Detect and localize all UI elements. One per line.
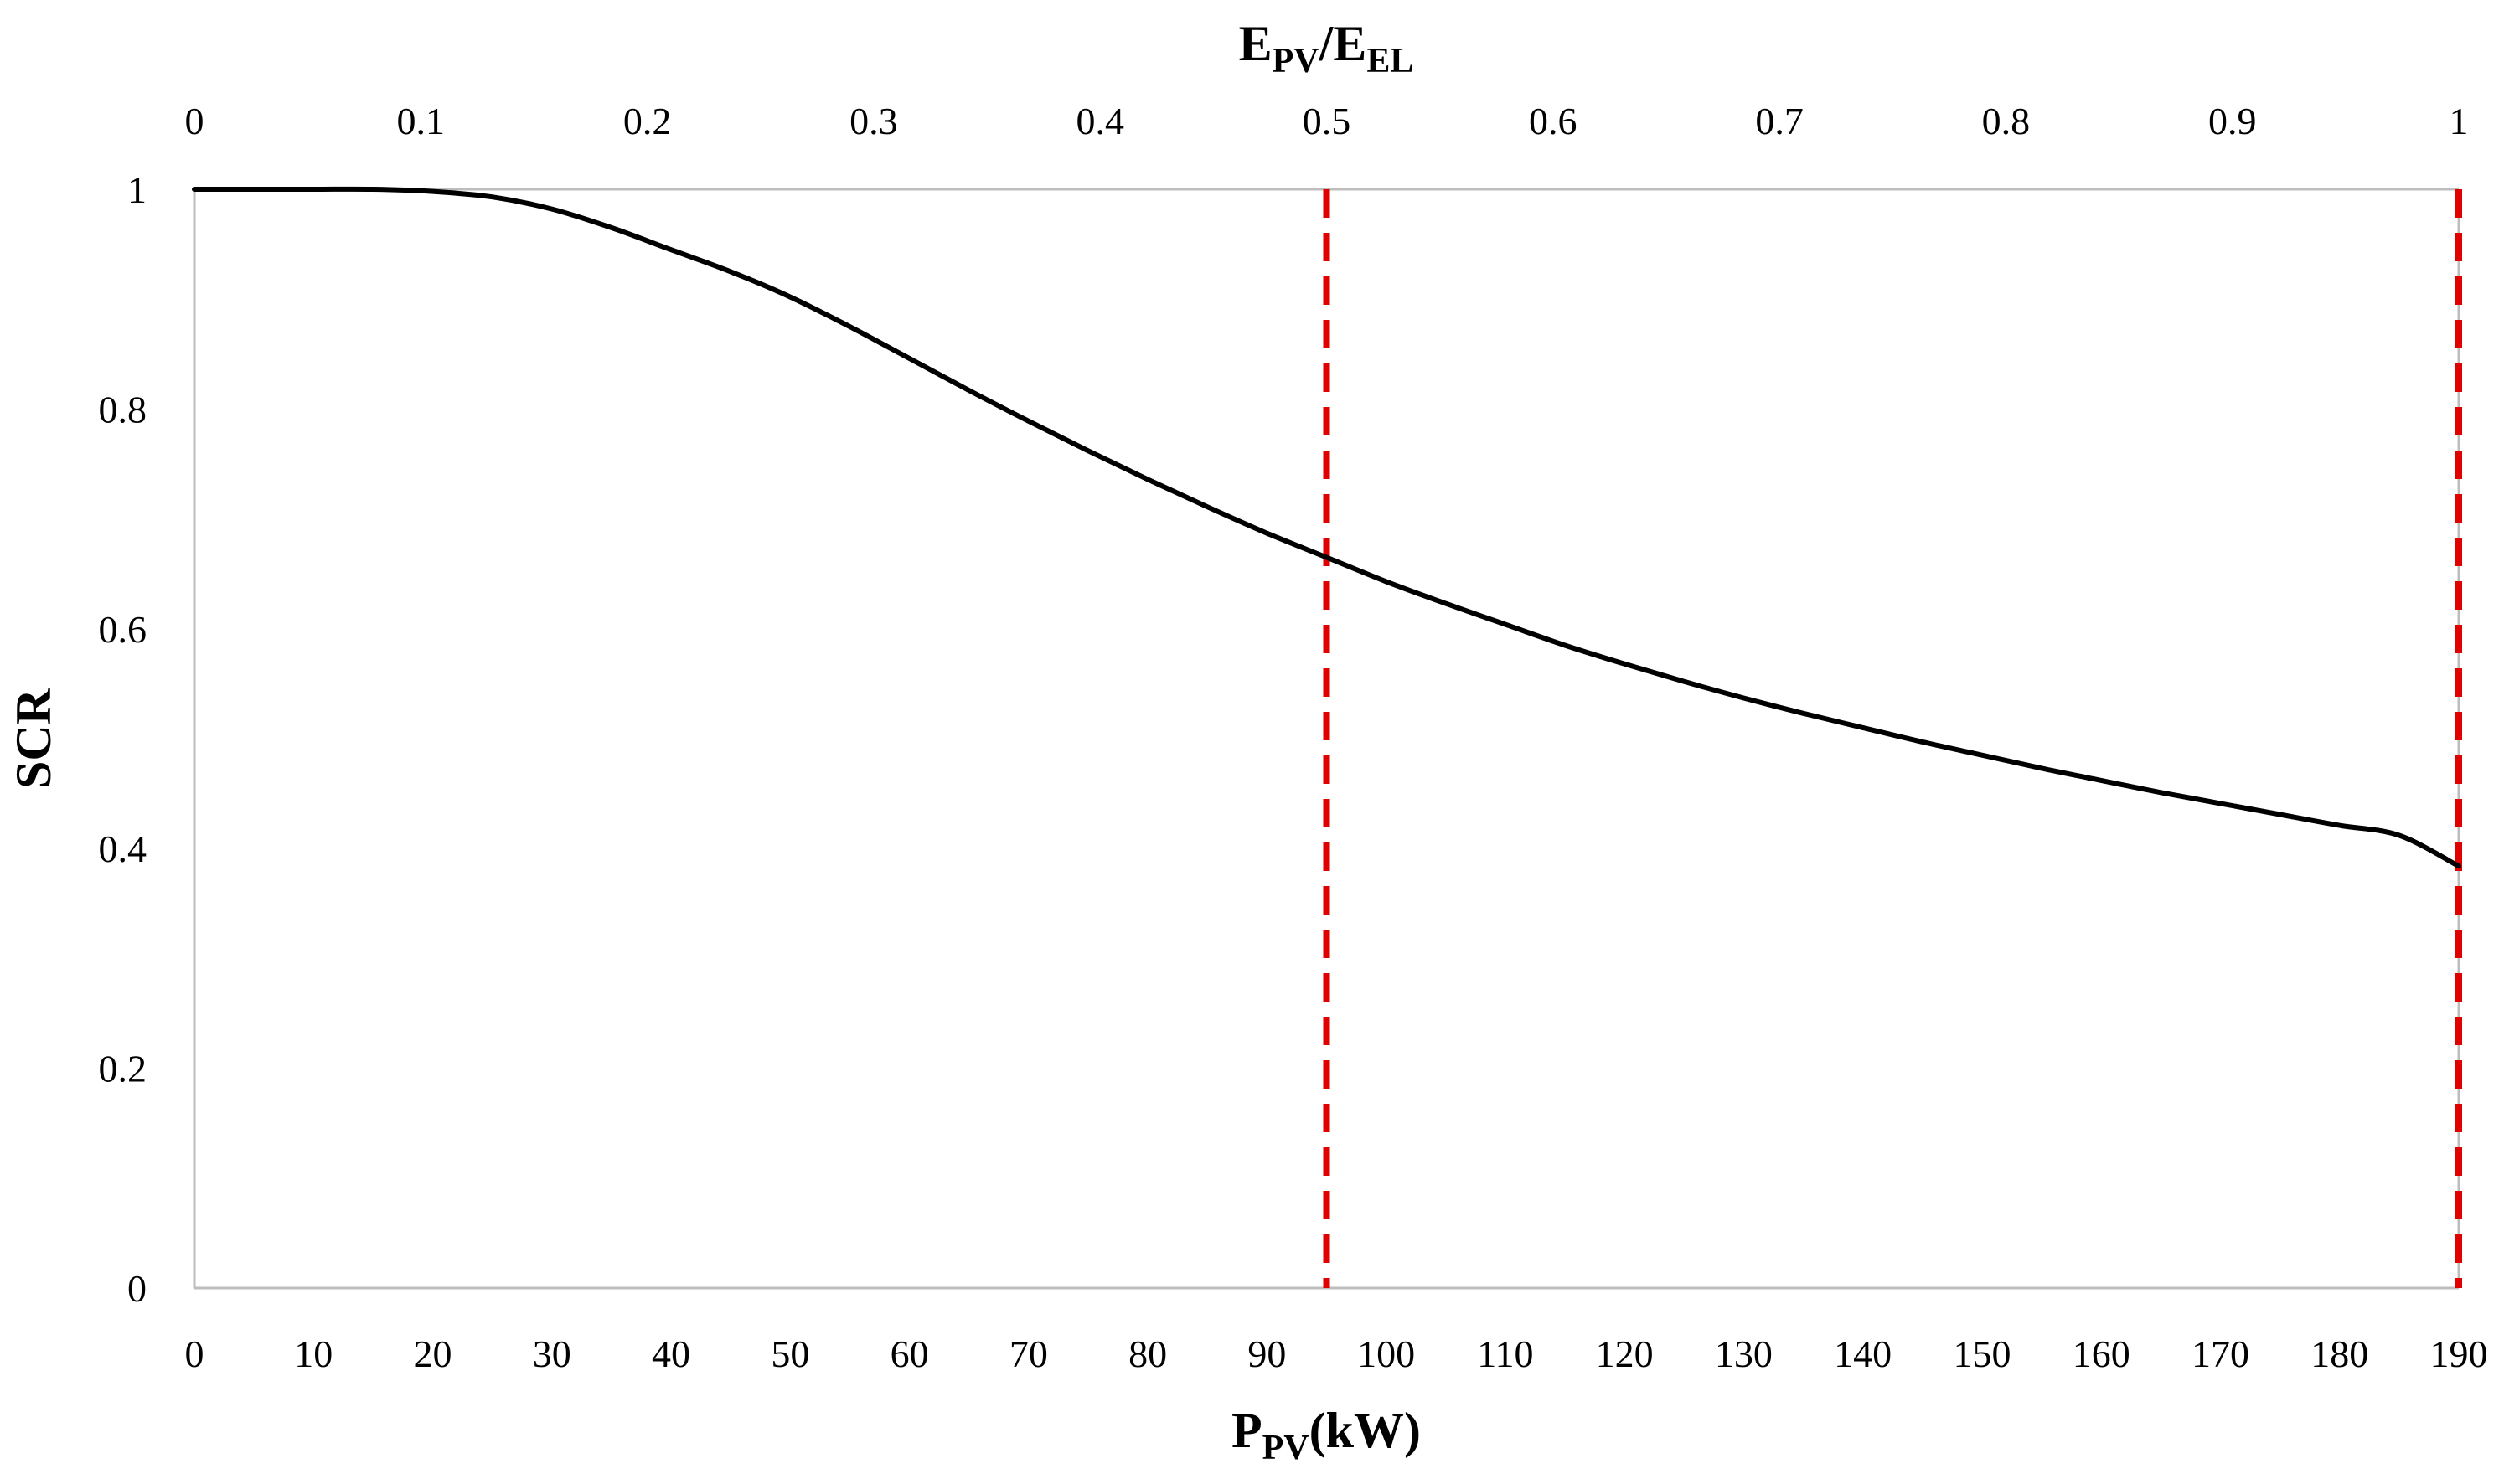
x-top-title-sub-2: EL [1366,42,1413,80]
x-bottom-tick-labels: 0 10 20 30 40 50 60 70 80 90 100 110 120 130 140 150 160… [185,1332,2488,1375]
x-top-axis-title: EPV/EEL [1239,16,1414,80]
x-bottom-tick-label: 90 [1247,1332,1286,1375]
x-bottom-axis-title: PPV(kW) [1231,1403,1421,1467]
x-bottom-tick-label: 80 [1128,1332,1167,1375]
x-top-tick-label: 0.3 [849,100,898,142]
x-bottom-tick-label: 50 [771,1332,809,1375]
y-tick-label: 0.8 [99,388,147,430]
x-bottom-tick-label: 20 [414,1332,452,1375]
x-bottom-tick-label: 60 [891,1332,929,1375]
scr-curve [192,186,2461,869]
x-bottom-tick-label: 130 [1715,1332,1773,1375]
x-bottom-tick-label: 100 [1357,1332,1415,1375]
y-tick-label: 0 [127,1267,147,1310]
x-top-tick-label: 0.6 [1529,100,1577,142]
x-bottom-tick-label: 0 [185,1332,204,1375]
x-bottom-tick-label: 170 [2192,1332,2249,1375]
x-bottom-tick-label: 70 [1009,1332,1048,1375]
y-tick-labels: 0 0.2 0.4 0.6 0.8 1 [99,168,147,1310]
x-top-tick-label: 0.2 [623,100,672,142]
reference-lines [1323,189,2462,1288]
x-top-tick-label: 0 [185,100,204,142]
y-tick-label: 0.6 [99,608,147,651]
x-bottom-tick-label: 190 [2430,1332,2488,1375]
x-top-title-main: E [1239,16,1273,71]
x-bottom-tick-label: 120 [1596,1332,1654,1375]
x-bottom-title-tail: (kW) [1309,1403,1421,1458]
x-top-tick-label: 0.9 [2208,100,2257,142]
x-top-title-sub-1: PV [1273,42,1319,80]
x-top-tick-label: 0.5 [1303,100,1351,142]
x-bottom-tick-label: 30 [533,1332,571,1375]
x-top-tick-label: 0.1 [397,100,446,142]
x-bottom-title-sub: PV [1262,1429,1309,1467]
x-bottom-title-main: P [1231,1403,1262,1458]
y-tick-label: 0.4 [99,827,147,870]
x-bottom-tick-label: 180 [2310,1332,2368,1375]
x-top-tick-labels: 0 0.1 0.2 0.3 0.4 0.5 0.6 0.7 0.8 0.9 1 [185,100,2469,142]
y-tick-label: 0.2 [99,1048,147,1090]
x-top-title-sep: /E [1319,16,1367,71]
x-bottom-tick-label: 160 [2073,1332,2130,1375]
x-bottom-tick-label: 40 [652,1332,690,1375]
x-bottom-tick-label: 10 [294,1332,333,1375]
x-bottom-tick-label: 110 [1477,1332,1533,1375]
x-bottom-tick-label: 140 [1834,1332,1892,1375]
x-bottom-tick-label: 150 [1953,1332,2011,1375]
x-top-tick-label: 1 [2450,100,2469,142]
y-tick-label: 1 [127,168,147,211]
x-top-tick-label: 0.4 [1076,100,1124,142]
x-top-tick-label: 0.8 [1982,100,2031,142]
x-top-tick-label: 0.7 [1755,100,1804,142]
y-axis-title: SCR [6,688,61,789]
